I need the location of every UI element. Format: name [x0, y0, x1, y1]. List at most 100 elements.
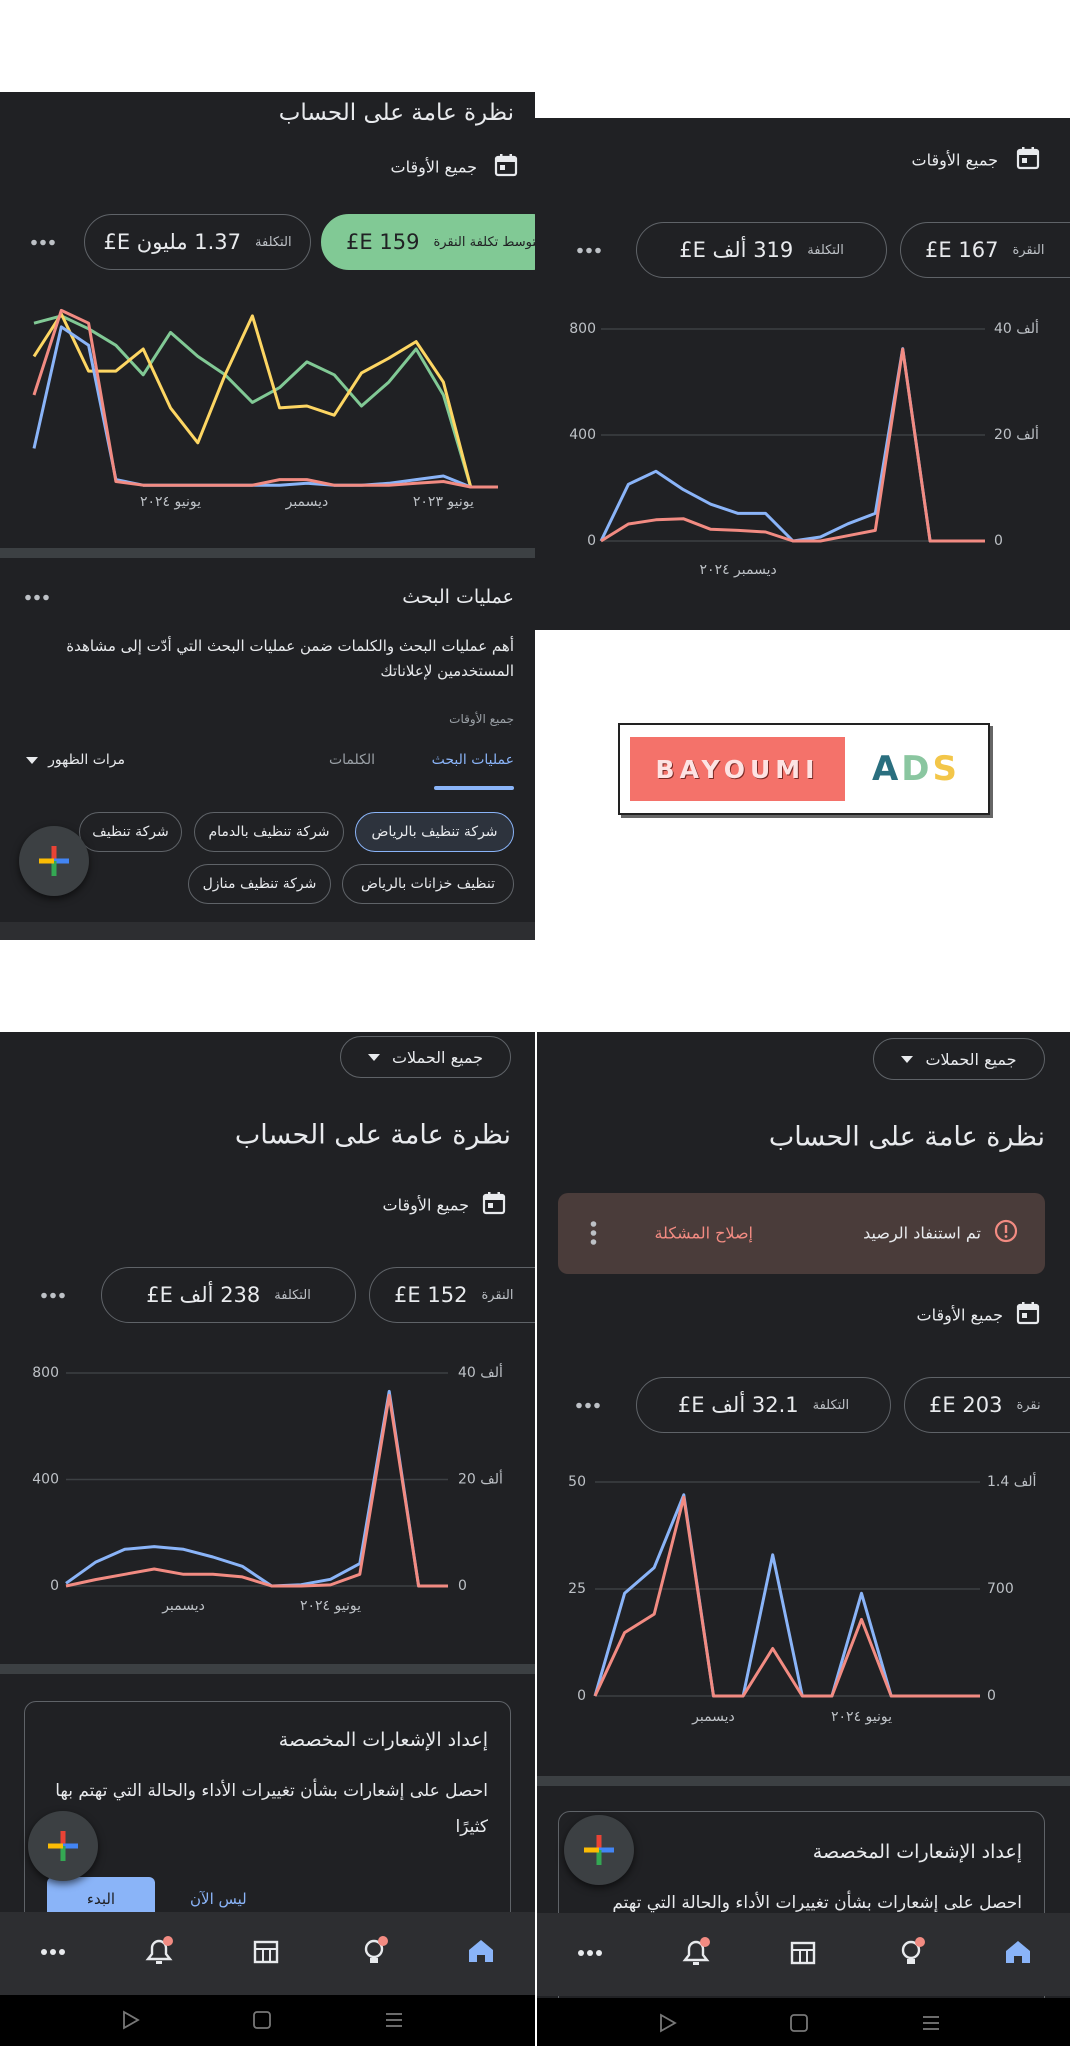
- data-line: [600, 347, 985, 543]
- metric-card[interactable]: النقرة 167 E£: [900, 222, 1070, 278]
- data-line: [33, 314, 498, 489]
- y-tick-label: 0: [587, 533, 596, 549]
- bottom-nav: [537, 1913, 1070, 1996]
- x-tick-label: يونيو ٢٠٢٤: [140, 494, 201, 510]
- metric-card[interactable]: التكلفة 319 ألف E£: [636, 222, 887, 278]
- alert-message: تم استنفاد الرصيد: [863, 1223, 981, 1243]
- sort-dropdown[interactable]: مرات الظهور: [26, 752, 125, 768]
- metric-card[interactable]: النقرة 152 E£: [369, 1267, 535, 1323]
- x-tick-label: يونيو ٢٠٢٤: [300, 1598, 361, 1614]
- nav-more[interactable]: [578, 1950, 602, 1956]
- data-line: [32, 312, 498, 489]
- recents-button[interactable]: [386, 2013, 402, 2027]
- calendar-glyph: [494, 154, 518, 177]
- nav-insights[interactable]: [901, 1937, 925, 1964]
- search-term-chip[interactable]: شركة تنظيف: [79, 812, 182, 852]
- bottom-nav: [0, 1912, 535, 1995]
- nav-notifications[interactable]: [682, 1937, 710, 1965]
- metric-value: 238 ألف E£: [146, 1283, 261, 1307]
- nav-campaigns[interactable]: [790, 1941, 816, 1965]
- date-range[interactable]: جميع الأوقات: [390, 157, 477, 177]
- campaign-filter-label: جميع الحملات: [925, 1049, 1017, 1069]
- y2-tick-label: 40 ألف: [458, 1363, 503, 1381]
- dropdown-arrow: [26, 756, 39, 764]
- search-term-chip[interactable]: شركة تنظيف بالرياض: [355, 812, 514, 852]
- section-title: عمليات البحث: [402, 586, 514, 608]
- date-range[interactable]: جميع الأوقات: [911, 150, 998, 170]
- calendar-icon: [493, 152, 519, 182]
- nav-campaigns[interactable]: [253, 1940, 279, 1964]
- divider: [537, 1776, 1070, 1786]
- search-term-chip[interactable]: شركة تنظيف بالدمام: [194, 812, 344, 852]
- search-term-chip[interactable]: شركة تنظيف منازل: [188, 864, 331, 904]
- dismiss-button[interactable]: ليس الآن: [190, 1890, 247, 1908]
- date-range[interactable]: جميع الأوقات: [382, 1195, 469, 1215]
- more-button[interactable]: [29, 233, 57, 252]
- y-tick-label: 800: [32, 1365, 59, 1381]
- dots-glyph: [577, 247, 601, 254]
- metric-value: 203 E£: [929, 1393, 1003, 1417]
- x-tick-label: ديسمبر: [161, 1598, 205, 1614]
- page-title: نظرة عامة على الحساب: [278, 100, 514, 126]
- y2-tick-label: 0: [994, 533, 1003, 549]
- plus-glyph: [39, 846, 69, 876]
- chart: 0 400 800 0 20 ألف 40 ألف ديسمبر يونيو ٢٠٢٤: [32, 1363, 503, 1614]
- chart: يونيو ٢٠٢٤ ديسمبر يونيو ٢٠٢٣: [32, 308, 498, 510]
- chart: 0 400 800 0 20 ألف 40 ألف ديسمبر ٢٠٢٤: [569, 319, 1039, 578]
- add-button[interactable]: [28, 1811, 98, 1881]
- search-term-chip[interactable]: تنظيف خزانات بالرياض: [342, 864, 514, 904]
- date-range[interactable]: جميع الأوقات: [916, 1305, 1003, 1325]
- data-line: [593, 1493, 980, 1698]
- campaign-filter[interactable]: جميع الحملات: [340, 1036, 511, 1078]
- metric-card[interactable]: التكلفة 32.1 ألف E£: [636, 1377, 891, 1433]
- nav-notifications[interactable]: [145, 1936, 173, 1964]
- page-title: نظرة عامة على الحساب: [234, 1119, 511, 1151]
- metric-card[interactable]: متوسط تكلفة النقرة 159 E£: [321, 214, 535, 270]
- home-button[interactable]: [253, 2011, 271, 2029]
- add-button[interactable]: [19, 826, 89, 896]
- y-tick-label: 50: [568, 1474, 586, 1490]
- add-button[interactable]: [564, 1815, 634, 1885]
- campaign-filter[interactable]: جميع الحملات: [873, 1038, 1045, 1080]
- more-button[interactable]: [585, 1219, 604, 1247]
- data-line: [593, 1495, 980, 1698]
- more-button[interactable]: [23, 588, 51, 607]
- nav-home[interactable]: [1006, 1941, 1030, 1963]
- tab-indicator: [434, 786, 514, 790]
- y2-tick-label: 0: [987, 1688, 996, 1704]
- dots-glyph: [31, 239, 55, 246]
- system-nav: [537, 1998, 1070, 2046]
- back-button[interactable]: [123, 2010, 140, 2030]
- screen: 0 25 50 0 700 1.4 ألف ديسمبر يونيو ٢٠٢٤ جميع ال…: [537, 1032, 1070, 2046]
- screen: يونيو ٢٠٢٤ ديسمبر يونيو ٢٠٢٣ نظرة عامة على…: [0, 92, 535, 940]
- nav-insights[interactable]: [364, 1936, 388, 1963]
- y2-tick-label: 1.4 ألف: [987, 1472, 1036, 1490]
- metric-label: التكلفة: [274, 1287, 311, 1303]
- metric-card[interactable]: التكلفة 1.37 مليون E£: [84, 214, 311, 270]
- more-button[interactable]: [39, 1286, 67, 1305]
- metric-card[interactable]: نقرة 203 E£: [904, 1377, 1070, 1433]
- y-tick-label: 800: [569, 321, 596, 337]
- alert-glyph: [994, 1219, 1018, 1243]
- tab[interactable]: عمليات البحث: [431, 752, 514, 768]
- home-button[interactable]: [790, 2014, 808, 2032]
- more-button[interactable]: [574, 1396, 602, 1415]
- nav-home[interactable]: [469, 1940, 493, 1962]
- metric-label: متوسط تكلفة النقرة: [433, 234, 535, 250]
- card-text: احصل على إشعارات بشأن تغييرات الأداء وال…: [55, 1781, 488, 1837]
- back-button[interactable]: [660, 2013, 677, 2033]
- logo-brand: BAYOUMI: [630, 737, 845, 801]
- divider: [0, 548, 535, 558]
- system-nav: [0, 1995, 535, 2046]
- card-title: إعداد الإشعارات المخصصة: [812, 1841, 1022, 1863]
- recents-button[interactable]: [923, 2016, 939, 2030]
- nav-more[interactable]: [41, 1949, 65, 1955]
- y2-tick-label: 20 ألف: [458, 1470, 503, 1488]
- dots-glyph: [576, 1402, 600, 1409]
- more-button[interactable]: [575, 241, 603, 260]
- alert-action[interactable]: إصلاح المشكلة: [654, 1223, 753, 1243]
- tab[interactable]: الكلمات: [328, 752, 375, 768]
- sort-label: مرات الظهور: [48, 752, 125, 768]
- metric-label: النقرة: [481, 1287, 514, 1303]
- metric-card[interactable]: التكلفة 238 ألف E£: [101, 1267, 356, 1323]
